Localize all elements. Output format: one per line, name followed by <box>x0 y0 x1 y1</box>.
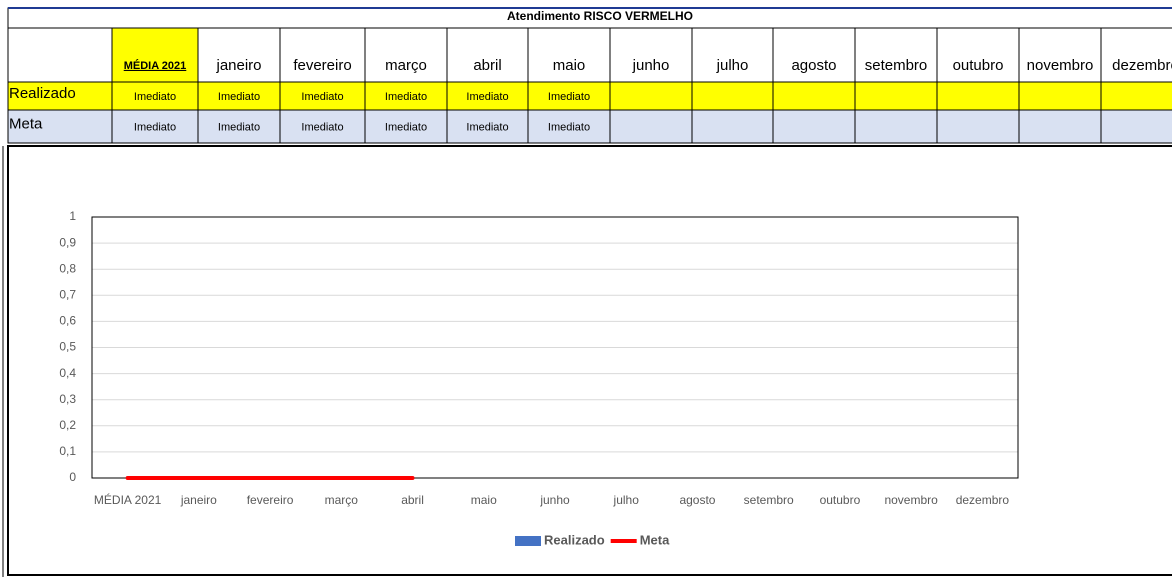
cell-text: Imediato <box>548 91 590 103</box>
y-tick-label: 0,6 <box>59 314 76 328</box>
cell <box>364 27 448 83</box>
cell <box>936 109 1020 144</box>
column-header: janeiro <box>215 57 261 74</box>
y-tick-label: 0,9 <box>59 235 76 249</box>
column-header: setembro <box>865 57 928 74</box>
cell <box>279 109 366 144</box>
cell <box>1018 81 1102 111</box>
cell-text: Imediato <box>301 121 343 133</box>
cell <box>854 109 938 144</box>
x-tick-label: abril <box>401 493 424 507</box>
cell-text: Imediato <box>218 91 260 103</box>
cell <box>609 109 693 144</box>
cell <box>936 81 1020 111</box>
cell-text: Imediato <box>548 121 590 133</box>
y-tick-label: 0 <box>69 470 76 484</box>
y-tick-label: 0,8 <box>59 261 76 275</box>
cell <box>691 27 774 83</box>
cell <box>197 109 281 144</box>
column-header: fevereiro <box>293 57 351 74</box>
column-header: junho <box>632 57 670 74</box>
cell <box>279 81 366 111</box>
cell <box>1100 81 1172 111</box>
cell-text: Imediato <box>466 91 508 103</box>
x-tick-label: junho <box>539 493 570 507</box>
x-tick-label: outubro <box>820 493 861 507</box>
x-tick-label: agosto <box>679 493 715 507</box>
y-tick-label: 0,1 <box>59 444 76 458</box>
cell <box>1018 27 1102 83</box>
x-tick-label: maio <box>471 493 497 507</box>
cell <box>854 81 938 111</box>
column-header: maio <box>553 57 586 74</box>
x-tick-label: MÉDIA 2021 <box>94 492 162 507</box>
x-tick-label: março <box>325 493 359 507</box>
legend-label: Meta <box>640 532 670 547</box>
cell <box>527 27 611 83</box>
cell-text: Imediato <box>466 121 508 133</box>
cell-text: Imediato <box>385 91 427 103</box>
y-tick-label: 1 <box>69 209 76 223</box>
cell <box>197 81 281 111</box>
cell <box>7 81 113 111</box>
cell-text: Imediato <box>301 91 343 103</box>
x-tick-label: novembro <box>884 493 938 507</box>
cell-text: Imediato <box>134 91 176 103</box>
cell <box>7 27 113 83</box>
x-tick-label: julho <box>613 493 640 507</box>
x-tick-label: janeiro <box>180 493 217 507</box>
cell <box>1018 109 1102 144</box>
y-tick-label: 0,4 <box>59 366 76 380</box>
cell <box>111 109 199 144</box>
y-tick-label: 0,3 <box>59 392 76 406</box>
x-tick-label: setembro <box>744 493 794 507</box>
cell-text: Imediato <box>385 121 427 133</box>
cell-text: Imediato <box>218 121 260 133</box>
cell <box>111 27 199 83</box>
cell <box>1100 109 1172 144</box>
cell <box>609 27 693 83</box>
column-header: julho <box>716 57 749 74</box>
column-header: novembro <box>1027 57 1094 74</box>
column-header: outubro <box>953 57 1004 74</box>
cell <box>1100 27 1172 83</box>
y-tick-label: 0,2 <box>59 418 76 432</box>
cell <box>7 109 113 144</box>
column-header: dezembro <box>1112 57 1172 74</box>
column-header: abril <box>473 57 501 74</box>
cell <box>772 109 856 144</box>
cell <box>772 27 856 83</box>
chart-frame <box>7 145 1172 576</box>
cell <box>691 109 774 144</box>
column-header: agosto <box>791 57 836 74</box>
x-tick-label: dezembro <box>956 493 1010 507</box>
cell <box>111 81 199 111</box>
cell <box>279 27 366 83</box>
cell <box>772 81 856 111</box>
table-title: Atendimento RISCO VERMELHO <box>507 9 693 23</box>
cell <box>527 109 611 144</box>
cell-text: Imediato <box>134 121 176 133</box>
table: Atendimento RISCO VERMELHO MÉDIA 2021 jane… <box>7 7 1172 144</box>
cell <box>691 81 774 111</box>
plot-frame <box>91 216 1019 479</box>
row-label: Meta <box>9 115 43 132</box>
y-tick-label: 0,5 <box>59 340 76 354</box>
cell <box>609 81 693 111</box>
row-label: Realizado <box>9 85 76 102</box>
cell <box>446 109 529 144</box>
legend-label: Realizado <box>544 532 605 547</box>
y-tick-label: 0,7 <box>59 287 76 301</box>
legend-swatch <box>515 536 541 546</box>
cell <box>936 27 1020 83</box>
column-header: março <box>385 57 427 74</box>
x-tick-label: fevereiro <box>247 493 294 507</box>
cell <box>527 81 611 111</box>
column-header: MÉDIA 2021 <box>124 59 187 72</box>
